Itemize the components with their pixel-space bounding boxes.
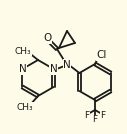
Text: CH₃: CH₃ (17, 103, 33, 111)
Text: N: N (19, 64, 26, 74)
Text: N: N (63, 60, 71, 70)
Text: F: F (92, 116, 98, 124)
Text: O: O (43, 33, 51, 43)
Text: CH₃: CH₃ (15, 46, 31, 55)
Text: N: N (50, 64, 57, 74)
Text: F: F (100, 111, 106, 120)
Text: Cl: Cl (97, 50, 107, 60)
Text: F: F (84, 111, 90, 120)
